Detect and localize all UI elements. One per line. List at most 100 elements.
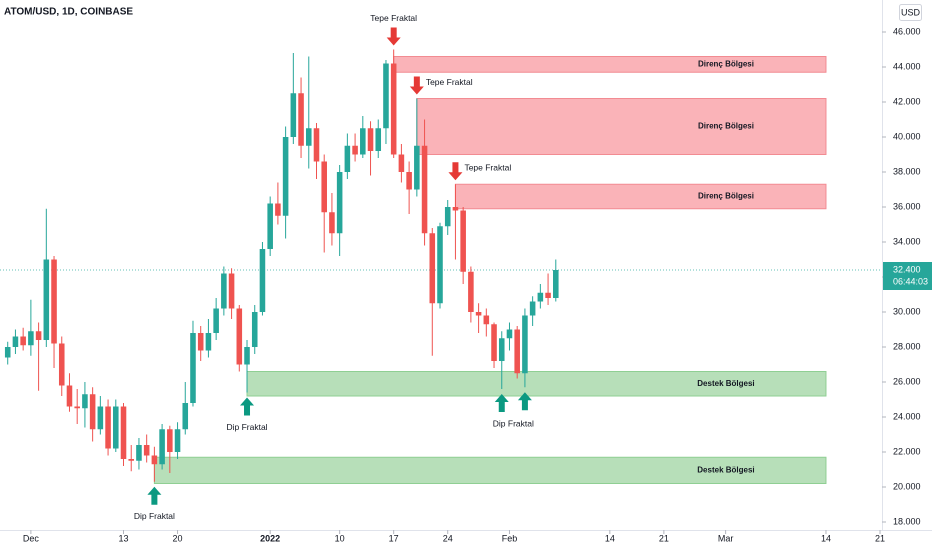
candle-body <box>228 273 235 309</box>
candle-body <box>514 329 520 374</box>
zone-label: Destek Bölgesi <box>697 379 754 388</box>
y-tick-label: 28.000 <box>893 341 921 351</box>
fractal-label: Tepe Fraktal <box>426 77 473 87</box>
candle-body <box>390 63 397 155</box>
candle-body <box>182 403 189 430</box>
candle-body <box>244 347 250 365</box>
candle-body <box>82 394 88 409</box>
candle-body <box>529 301 536 316</box>
top-fractal-arrow <box>409 76 424 95</box>
candle-body <box>398 154 405 172</box>
candle-body <box>113 406 119 449</box>
x-tick-label: 20 <box>173 533 183 543</box>
y-tick-label: 24.000 <box>893 411 921 421</box>
top-fractal-arrow <box>386 27 401 46</box>
y-tick-label: 30.000 <box>893 306 921 316</box>
candle-body <box>151 455 158 465</box>
fractal-label: Dip Fraktal <box>226 422 267 432</box>
candle-body <box>452 207 459 211</box>
candle-body <box>97 406 104 430</box>
candle-body <box>197 333 204 351</box>
candle-body <box>259 249 266 312</box>
candle-body <box>167 429 173 452</box>
x-tick-label: 17 <box>389 533 399 543</box>
candle-body <box>28 331 34 346</box>
y-tick-label: 46.000 <box>893 26 921 36</box>
chart-title: ATOM/USD, 1D, COINBASE <box>4 7 133 18</box>
candle-body <box>20 336 26 346</box>
candle-body <box>553 270 559 298</box>
candle-body <box>159 429 165 465</box>
candle-body <box>143 445 150 456</box>
y-tick-label: 40.000 <box>893 131 921 141</box>
zone <box>153 456 827 484</box>
candle-body <box>522 315 528 374</box>
last-price-tag <box>883 262 932 290</box>
zone <box>393 56 827 73</box>
candle-body <box>344 145 351 172</box>
y-tick-label: 34.000 <box>893 236 921 246</box>
candle-body <box>74 406 80 409</box>
x-tick-label: 2022 <box>260 533 280 543</box>
candle-body <box>437 226 443 304</box>
candle-body <box>491 324 497 361</box>
candle-body <box>105 406 111 449</box>
candle-body <box>336 172 343 234</box>
y-tick-label: 44.000 <box>893 61 921 71</box>
candle-body <box>290 93 297 137</box>
candle-body <box>329 212 335 234</box>
zone-label: Direnç Bölgesi <box>698 192 754 201</box>
candle-body <box>444 207 451 227</box>
countdown-label: 06:44:03 <box>893 276 928 286</box>
zone-label: Direnç Bölgesi <box>698 122 754 131</box>
candle-body <box>367 128 374 151</box>
zone <box>454 183 827 210</box>
y-tick-label: 22.000 <box>893 446 921 456</box>
candle-body <box>51 259 57 344</box>
candle-body <box>414 145 420 190</box>
candle-body <box>89 394 96 430</box>
candle-body <box>128 459 135 461</box>
candle-body <box>498 338 505 361</box>
candle-body <box>305 128 312 146</box>
dip-fractal-arrow <box>517 392 532 411</box>
candle-body <box>136 445 142 461</box>
dip-fractal-arrow <box>494 394 509 412</box>
y-tick-label: 38.000 <box>893 166 921 176</box>
fractal-label: Dip Fraktal <box>134 511 175 521</box>
candle-body <box>174 429 181 452</box>
candle-body <box>267 203 273 249</box>
candle-body <box>12 336 19 347</box>
fractal-label: Tepe Fraktal <box>464 163 511 173</box>
currency-label[interactable]: USD <box>901 7 921 17</box>
candle-body <box>406 172 412 190</box>
candle-body <box>251 312 258 347</box>
currency-box[interactable] <box>899 4 922 21</box>
candle-body <box>213 308 219 333</box>
zone-label: Direnç Bölgesi <box>698 59 754 68</box>
fractal-label: Tepe Fraktal <box>370 13 417 23</box>
candle-body <box>4 347 11 358</box>
candle-body <box>421 145 428 234</box>
x-tick-label: 21 <box>875 533 885 543</box>
candle-body <box>66 385 73 407</box>
candle-body <box>58 343 65 386</box>
y-tick-label: 26.000 <box>893 376 921 386</box>
candle-body <box>375 128 382 151</box>
candle-body <box>275 203 281 216</box>
x-tick-label: 13 <box>119 533 129 543</box>
zone <box>416 98 827 155</box>
candle-body <box>352 145 358 155</box>
zone <box>246 371 827 397</box>
y-tick-label: 36.000 <box>893 201 921 211</box>
last-price-label: 32.400 <box>893 264 921 274</box>
x-tick-label: 24 <box>443 533 453 543</box>
candle-body <box>475 312 482 316</box>
y-tick-label: 20.000 <box>893 481 921 491</box>
candle-body <box>120 406 127 459</box>
candle-body <box>545 292 551 298</box>
candle-body <box>282 137 289 216</box>
candle-body <box>460 210 466 272</box>
